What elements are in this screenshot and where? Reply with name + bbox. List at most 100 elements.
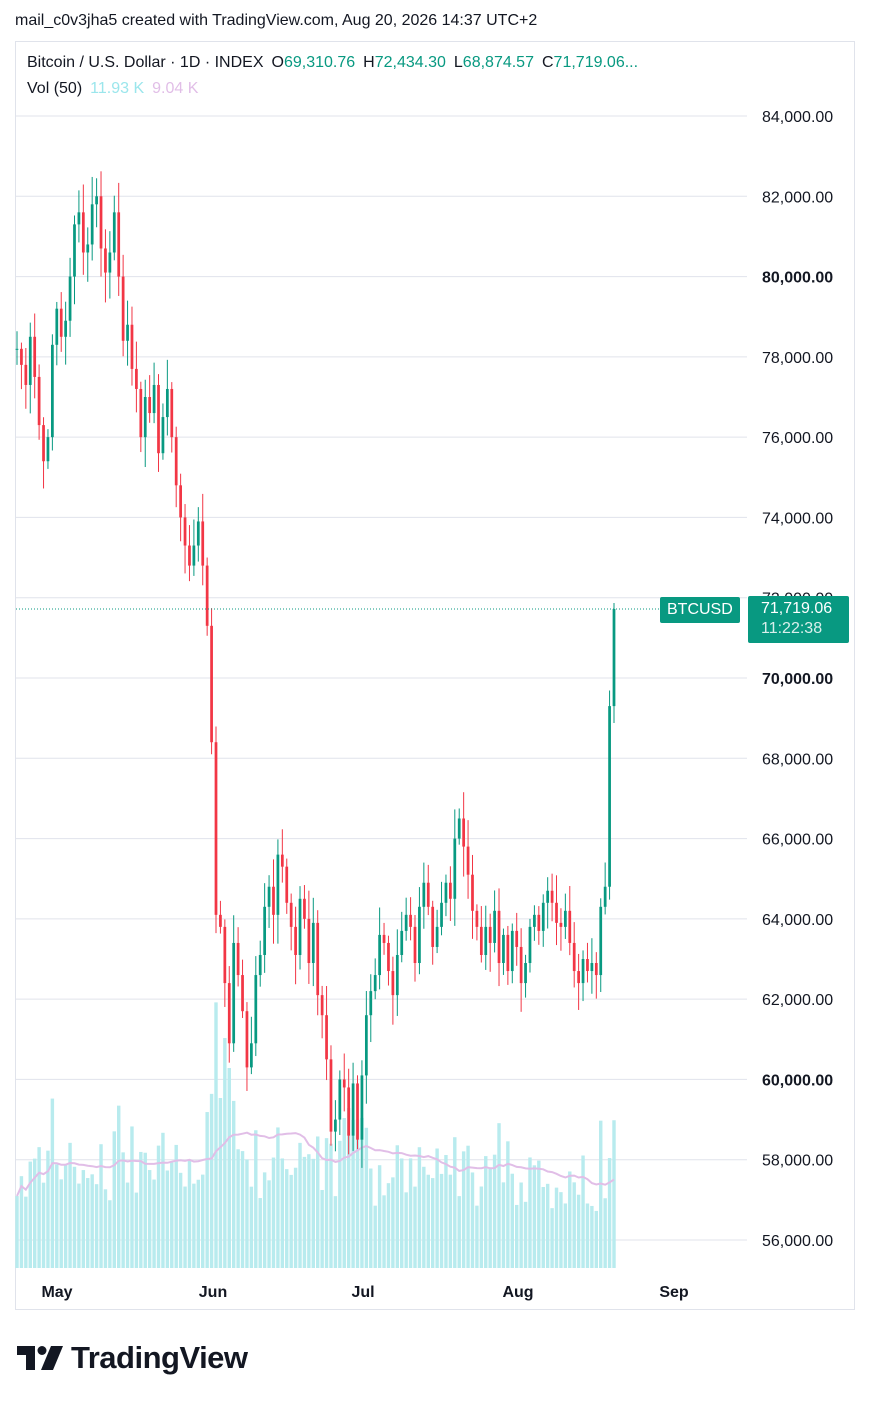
volume-bar: [404, 1192, 408, 1268]
candle-body: [594, 963, 598, 976]
volume-bar: [333, 1196, 338, 1268]
volume-bar: [81, 1170, 86, 1268]
volume-ma-value: 9.04 K: [152, 80, 199, 97]
candle-body: [183, 517, 187, 546]
candle-body: [524, 963, 527, 984]
candle-body: [378, 934, 381, 976]
volume-bar: [152, 1179, 156, 1268]
candle-body: [360, 1075, 364, 1140]
y-tick-label: 82,000.00: [762, 189, 833, 206]
y-tick-label: 64,000.00: [762, 912, 833, 929]
y-tick-label: 78,000.00: [762, 350, 833, 367]
volume-bar: [581, 1155, 585, 1268]
candle-body: [550, 890, 554, 903]
volume-bar: [293, 1167, 298, 1268]
volume-bar: [386, 1183, 391, 1268]
candle-body: [126, 324, 129, 341]
volume-bar: [395, 1145, 400, 1268]
candle-body: [219, 914, 222, 927]
candle-body: [462, 818, 466, 847]
candle-body: [294, 926, 297, 955]
volume-bar: [223, 1038, 227, 1268]
volume-bar: [201, 1174, 205, 1268]
candle-body: [537, 914, 541, 931]
candle-body: [250, 1043, 253, 1068]
volume-bar: [475, 1205, 479, 1268]
volume-bar: [470, 1172, 475, 1268]
candle-body: [254, 975, 258, 1044]
volume-bar: [554, 1187, 559, 1268]
candle-body: [364, 1015, 368, 1076]
volume-bar: [72, 1166, 77, 1268]
volume-bar: [161, 1132, 165, 1268]
candle-body: [563, 910, 567, 927]
volume-bar: [316, 1136, 320, 1268]
candle-body: [201, 521, 205, 566]
candle-body: [15, 348, 19, 350]
candle-body: [311, 922, 315, 964]
candle-body: [484, 926, 488, 955]
candle-body: [329, 1059, 333, 1132]
volume-bar: [576, 1194, 581, 1268]
candle-body: [369, 991, 373, 1016]
volume-bar: [457, 1196, 461, 1268]
volume-bar: [134, 1192, 139, 1268]
volume-bar: [28, 1161, 32, 1268]
volume-bar: [563, 1203, 568, 1268]
symbol-title[interactable]: Bitcoin / U.S. Dollar · 1D · INDEX: [27, 54, 264, 71]
volume-bar: [117, 1105, 121, 1268]
volume-ma-line: [16, 1131, 615, 1197]
candle-body: [298, 898, 302, 955]
volume-bar: [488, 1168, 492, 1268]
symbol-price-tag: BTCUSD: [660, 597, 740, 623]
candle-body: [418, 906, 421, 964]
candle-body: [157, 384, 160, 454]
volume-bar: [59, 1179, 63, 1268]
volume-bar: [572, 1182, 576, 1268]
volume-bar: [342, 1118, 346, 1268]
volume-bar: [86, 1178, 90, 1268]
volume-bar: [214, 1002, 218, 1268]
candle-body: [303, 898, 306, 919]
close-value: 71,719.06...: [553, 54, 639, 71]
bar-countdown: 11:22:38: [761, 620, 823, 637]
candle-body: [533, 914, 536, 927]
volume-bar: [346, 1108, 351, 1268]
candle-body: [112, 212, 116, 253]
candle-body: [435, 926, 439, 947]
volume-bar: [249, 1186, 254, 1268]
high-label: H: [363, 54, 375, 71]
volume-bar: [373, 1205, 377, 1268]
candle-body: [506, 934, 510, 972]
volume-bar: [121, 1152, 125, 1268]
volume-bar: [94, 1184, 99, 1268]
volume-bar: [143, 1152, 147, 1268]
candle-body: [214, 742, 218, 915]
y-tick-label: 56,000.00: [762, 1233, 833, 1250]
ohlc-legend: Bitcoin / U.S. Dollar · 1D · INDEX O69,31…: [27, 54, 638, 72]
volume-bar: [130, 1126, 134, 1268]
candle-body: [449, 882, 452, 899]
volume-bar: [209, 1093, 214, 1268]
candle-body: [37, 376, 41, 426]
candle-body: [608, 706, 611, 887]
candle-body: [223, 926, 227, 984]
last-price-value: 71,719.06: [761, 600, 833, 617]
candle-body: [440, 902, 443, 927]
candle-body: [599, 906, 603, 976]
tradingview-logo[interactable]: TradingView: [17, 1340, 248, 1376]
candle-body: [493, 910, 496, 943]
candle-body: [590, 963, 594, 972]
volume-label[interactable]: Vol (50): [27, 80, 83, 97]
volume-bar: [46, 1150, 50, 1268]
volume-bar: [302, 1156, 307, 1268]
candle-body: [382, 934, 386, 943]
volume-bar: [196, 1179, 201, 1268]
candle-body: [444, 882, 448, 903]
candle-body: [24, 364, 28, 385]
volume-value: 11.93 K: [90, 80, 145, 97]
candle-body: [188, 545, 191, 566]
volume-bar: [497, 1123, 501, 1268]
candle-body: [179, 485, 182, 518]
